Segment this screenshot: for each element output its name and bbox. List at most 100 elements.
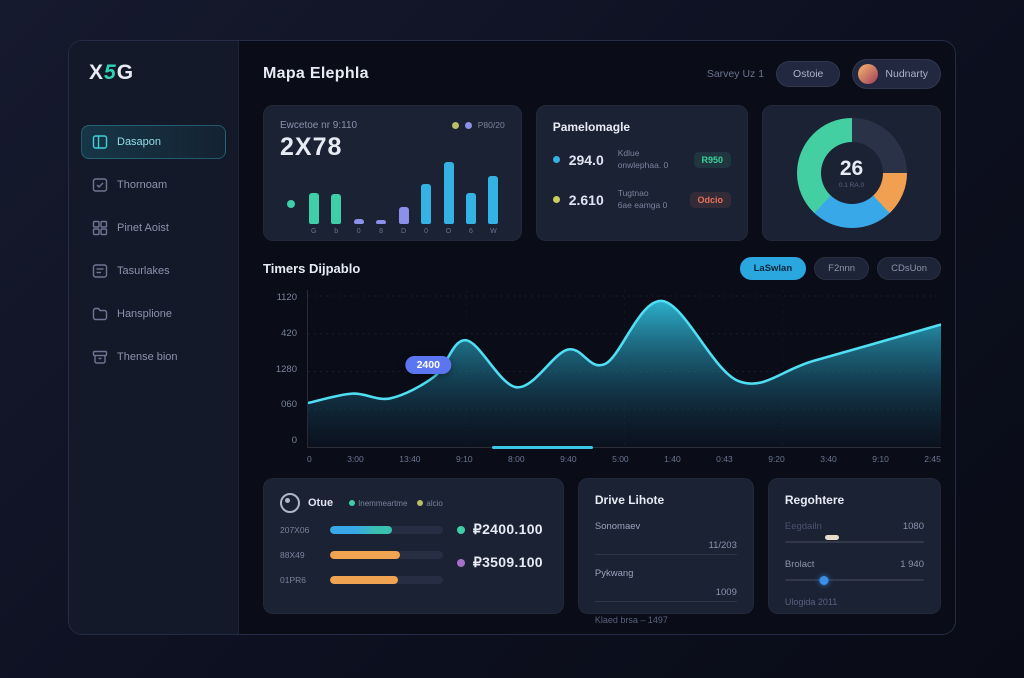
grid-icon: [92, 220, 108, 236]
main-content: Mapa Elephla Sarvey Uz 1 Ostoie Nudnarty…: [239, 41, 955, 634]
action-button[interactable]: Ostoie: [776, 61, 841, 87]
mini-bar-column: W: [482, 162, 504, 237]
slider-handle[interactable]: [819, 576, 829, 585]
range-button-f2nnn[interactable]: F2nnn: [814, 257, 870, 280]
app-logo: X5G: [81, 61, 226, 85]
mini-bar: [331, 194, 342, 224]
mini-bar: [398, 207, 409, 224]
mini-bar-label: 8: [379, 228, 384, 235]
page-title: Mapa Elephla: [263, 65, 369, 82]
topbar: Mapa Elephla Sarvey Uz 1 Ostoie Nudnarty: [263, 59, 941, 89]
search-input[interactable]: Sarvey Uz 1: [706, 68, 765, 80]
x-tick-label: 13:40: [399, 454, 421, 464]
timeline-range-buttons: LaSwlan F2nnn CDsUon: [739, 257, 941, 280]
bottom-cards-row: Otue Inemmeartme alcio 207X06 88X49 01PR6 ₽…: [263, 478, 941, 625]
sidebar-item-tasurlakes[interactable]: Tasurlakes: [81, 254, 226, 288]
y-tick-label: 0: [291, 435, 297, 446]
mini-bar-column: O: [437, 162, 459, 237]
breakdown-value: 2.610: [568, 191, 604, 208]
axis-active-segment: [491, 446, 593, 449]
list-row-label: Pykwang: [594, 568, 634, 579]
slider-row-label: Brolact: [784, 559, 815, 570]
x-tick-label: 1:40: [664, 454, 681, 464]
breakdown-labels: Tugtnao 6ae eamga 0: [618, 188, 668, 212]
timeline-header: Timers Dijpablo LaSwlan F2nnn CDsUon: [263, 257, 941, 280]
list-row: Pykwang 1009: [594, 568, 737, 602]
mini-bar-column: 6: [460, 162, 482, 237]
sidebar-item-label: Thornoam: [117, 179, 168, 191]
sidebar-item-label: Thense bion: [117, 351, 178, 363]
mini-bar-label: O: [445, 228, 452, 235]
sidebar-item-thense-bion[interactable]: Thense bion: [81, 340, 226, 374]
sidebar-nav: Dasapon Thornoam Pinet Aoist Tasurlakes Hans…: [81, 125, 226, 374]
sidebar-item-thornoam[interactable]: Thornoam: [81, 168, 226, 202]
breakdown-label-top: Tugtnao: [617, 187, 649, 198]
donut-sublabel: 0.1 RA.0: [838, 182, 865, 189]
mini-bar-label: D: [401, 228, 407, 235]
sidebar-item-label: Tasurlakes: [117, 265, 170, 277]
slider-row: Brolact 1 940: [784, 559, 924, 585]
list-row-line: 11/203: [594, 540, 737, 555]
progress-row-label: 207X06: [280, 525, 310, 535]
legend-dot: [349, 499, 356, 506]
status-badge: R950: [693, 151, 732, 168]
y-tick-label: 420: [281, 327, 297, 339]
sidebar-item-hansplione[interactable]: Hansplione: [81, 297, 226, 331]
stat-card-legend: P80/20: [451, 120, 505, 130]
donut-chart: 26 0.1 RA.0: [796, 118, 907, 228]
donut-card: 26 0.1 RA.0: [762, 105, 941, 241]
status-badge: Odcio: [689, 191, 732, 208]
x-tick-label: 0:43: [716, 454, 733, 464]
breakdown-dot: [552, 196, 560, 204]
range-button-cdsuon[interactable]: CDsUon: [877, 257, 941, 280]
logo-suffix: G: [116, 61, 135, 84]
breakdown-dot: [552, 156, 560, 164]
progress-fill: [330, 526, 393, 534]
y-tick-label: 1280: [275, 363, 297, 375]
x-tick-label: 3:40: [820, 454, 837, 464]
list-row-line: 1009: [594, 587, 737, 602]
breakdown-label-top: Kdlue: [617, 148, 640, 158]
progress-bars: Otue Inemmeartme alcio 207X06 88X49 01PR6: [280, 493, 443, 599]
stat-card-title: Ewcetoe nr 9:110: [280, 120, 358, 131]
donut-center: 26 0.1 RA.0: [820, 142, 883, 204]
mini-bar-label: b: [334, 228, 339, 235]
sidebar-item-label: Dasapon: [117, 136, 162, 148]
sidebar-item-dasapon[interactable]: Dasapon: [81, 125, 226, 159]
dashboard-icon: [92, 134, 108, 150]
x-tick-label: 9:10: [456, 454, 473, 464]
list-row: Sonomaev 11/203: [594, 521, 737, 555]
slider-track[interactable]: [784, 535, 924, 543]
range-button-laswlan[interactable]: LaSwlan: [739, 257, 807, 280]
breakdown-row: 294.0 Kdlue onwlephaa. 0 R950: [552, 148, 732, 172]
mini-bar-label: W: [490, 228, 497, 235]
x-tick-label: 3:00: [347, 454, 364, 464]
progress-row-label: 88X49: [280, 550, 305, 560]
user-menu[interactable]: Nudnarty: [852, 59, 941, 89]
list-card-title: Drive Lihote: [594, 493, 665, 507]
legend-dot: [464, 121, 472, 129]
progress-card: Otue Inemmeartme alcio 207X06 88X49 01PR6 ₽…: [263, 478, 564, 614]
progress-track: [330, 576, 443, 584]
sidebar: X5G Dasapon Thornoam Pinet Aoist Tasurlakes…: [69, 41, 239, 634]
mini-bar-label: 6: [469, 228, 473, 235]
slider-row: Eegdailn 1080: [784, 521, 924, 543]
breakdown-labels: Kdlue onwlephaa. 0: [618, 148, 669, 172]
total-row: ₽3509.100: [456, 554, 543, 571]
legend-dot: [417, 499, 424, 506]
topbar-actions: Sarvey Uz 1 Ostoie Nudnarty: [707, 59, 941, 89]
slider-track[interactable]: [784, 576, 924, 585]
total-value: ₽2400.100: [472, 521, 543, 537]
slider-row-head: Brolact 1 940: [785, 559, 924, 570]
mini-bar-label: G: [310, 228, 317, 235]
progress-row-label: 01PR6: [280, 575, 306, 585]
progress-fill: [330, 576, 398, 584]
slider-handle[interactable]: [825, 535, 840, 540]
mini-bar-dot: [287, 200, 296, 208]
plot-area: 2400: [307, 290, 941, 449]
breakdown-card: Pamelomagle 294.0 Kdlue onwlephaa. 0 R950 2.…: [535, 105, 749, 241]
sidebar-item-pinet-aoist[interactable]: Pinet Aoist: [81, 211, 226, 245]
x-tick-label: 8:00: [508, 454, 525, 464]
